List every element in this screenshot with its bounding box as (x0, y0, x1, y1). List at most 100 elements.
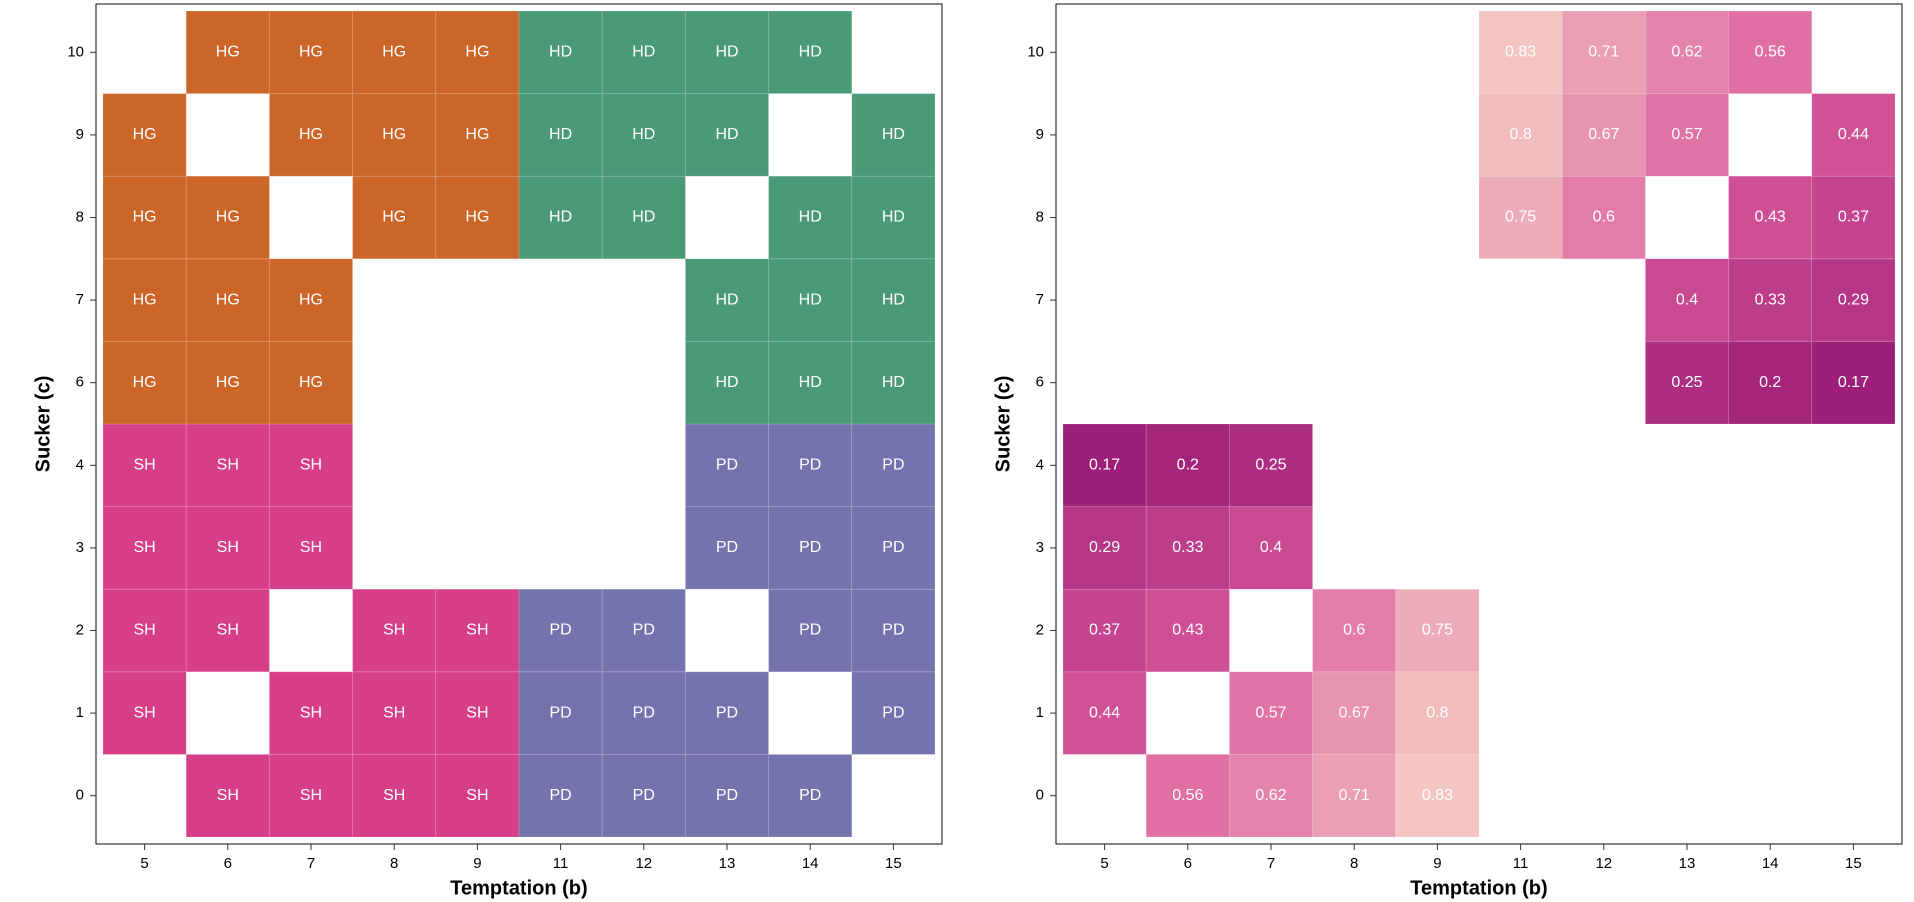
cell-label: SH (383, 787, 405, 804)
cell (851, 258, 936, 342)
cell (1312, 753, 1397, 838)
cell-label: 0.43 (1755, 209, 1786, 226)
cell-label: HD (549, 126, 572, 143)
cell-label: HD (882, 126, 905, 143)
cell-label: HG (216, 209, 240, 226)
cell (851, 588, 936, 673)
x-tick-label: 6 (1184, 855, 1192, 872)
cell-label: 0.62 (1255, 787, 1286, 804)
cell-label: PD (549, 704, 571, 721)
cell-label: HD (632, 126, 655, 143)
cell (684, 93, 770, 177)
x-axis-title: Temptation (b) (450, 877, 587, 899)
cell (768, 588, 853, 673)
cell-label: SH (383, 704, 405, 721)
y-tick-label: 6 (1036, 374, 1044, 391)
cell-label: PD (799, 622, 821, 639)
cell-label: HD (549, 44, 572, 61)
cell-label: 0.37 (1089, 622, 1120, 639)
cell-label: 0.44 (1089, 704, 1120, 721)
x-tick-label: 7 (307, 855, 315, 872)
cell (352, 588, 437, 673)
x-tick-label: 5 (1100, 855, 1108, 872)
cell-label: 0.62 (1671, 44, 1702, 61)
cell-label: PD (716, 457, 738, 474)
cell (768, 258, 853, 342)
cell-label: HG (465, 44, 489, 61)
cell (1478, 10, 1563, 95)
cell-label: HG (133, 209, 157, 226)
cell-label: 0.33 (1755, 291, 1786, 308)
cell (1145, 588, 1230, 673)
y-tick-label: 1 (76, 704, 84, 721)
cell-label: HD (799, 209, 822, 226)
cell-label: SH (217, 457, 239, 474)
y-tick-label: 8 (76, 208, 84, 225)
cell-label: HG (299, 374, 323, 391)
cell-label: HG (216, 44, 240, 61)
cell-label: HD (715, 291, 738, 308)
cell-label: 0.37 (1838, 209, 1869, 226)
cell-label: 0.33 (1172, 539, 1203, 556)
x-tick-label: 8 (390, 855, 398, 872)
cell-label: HG (299, 126, 323, 143)
cell (1395, 588, 1480, 673)
cell-label: HG (382, 209, 406, 226)
cell-label: PD (716, 704, 738, 721)
cell (268, 423, 354, 508)
cell (768, 753, 853, 838)
cell-label: 0.25 (1255, 457, 1286, 474)
cell-label: 0.57 (1671, 126, 1702, 143)
cell-label: HD (549, 209, 572, 226)
y-tick-label: 10 (1027, 43, 1044, 60)
cell (1228, 753, 1314, 838)
y-tick-label: 0 (1036, 787, 1044, 804)
cell (1728, 175, 1813, 260)
cell-label: 0.44 (1838, 126, 1869, 143)
y-tick-label: 4 (1036, 456, 1044, 473)
cell-label: SH (300, 457, 322, 474)
cell-label: SH (133, 622, 155, 639)
cell-label: 0.2 (1759, 374, 1781, 391)
cell (768, 506, 853, 590)
cell (102, 340, 187, 425)
cell-label: SH (217, 622, 239, 639)
cell-label: PD (882, 539, 904, 556)
cell (435, 93, 520, 177)
cell-label: 0.8 (1426, 704, 1448, 721)
cell (518, 671, 603, 755)
cell (1062, 423, 1147, 508)
cell-label: 0.8 (1509, 126, 1531, 143)
cell (684, 753, 770, 838)
y-tick-label: 3 (76, 539, 84, 556)
cell (1145, 423, 1230, 508)
y-tick-label: 8 (1036, 208, 1044, 225)
cell-label: SH (466, 622, 488, 639)
cell (352, 753, 437, 838)
cell (435, 753, 520, 838)
x-tick-label: 12 (1595, 855, 1612, 872)
cell-label: HG (133, 374, 157, 391)
cell-label: 0.29 (1838, 291, 1869, 308)
x-tick-label: 13 (1679, 855, 1696, 872)
cell-label: SH (300, 539, 322, 556)
cell (1644, 10, 1730, 95)
cell (684, 340, 770, 425)
cell (268, 671, 354, 755)
cell (518, 10, 603, 95)
cell (1561, 93, 1646, 177)
cell-label: 0.17 (1838, 374, 1869, 391)
cell (518, 93, 603, 177)
cell-label: HG (133, 291, 157, 308)
cell (1395, 753, 1480, 838)
cell-label: PD (549, 787, 571, 804)
x-axis-title: Temptation (b) (1410, 877, 1547, 899)
cell-label: 0.71 (1588, 44, 1619, 61)
y-tick-label: 7 (76, 291, 84, 308)
cell (684, 423, 770, 508)
x-tick-label: 15 (1845, 855, 1862, 872)
cell (268, 258, 354, 342)
cell (185, 340, 270, 425)
cell (185, 753, 270, 838)
